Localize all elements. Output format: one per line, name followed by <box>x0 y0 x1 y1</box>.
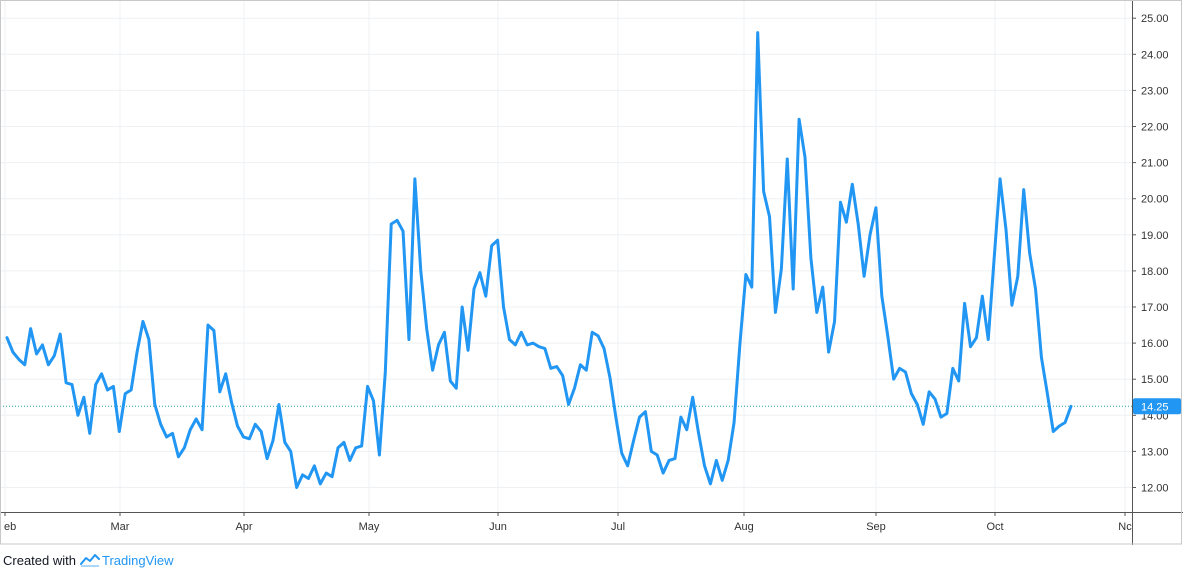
y-tick-label: 19.00 <box>1141 230 1169 242</box>
x-tick-label: Sep <box>866 521 886 533</box>
x-axis-labels: eb Mar Apr May Jun Jul Aug Sep Oct Nc <box>4 521 1132 533</box>
y-tick-label: 21.00 <box>1141 158 1169 170</box>
tradingview-link[interactable]: TradingView <box>101 552 174 568</box>
x-tick-label: Mar <box>111 521 130 533</box>
y-tick-label: 12.00 <box>1141 483 1169 495</box>
y-tick-label: 25.00 <box>1141 13 1169 25</box>
y-tick-label: 20.00 <box>1141 194 1169 206</box>
series-line <box>5 31 1073 489</box>
y-tick-label: 18.00 <box>1141 266 1169 278</box>
line-chart: 12.0013.0014.0015.0016.0017.0018.0019.00… <box>0 0 1183 545</box>
y-tick-label: 13.00 <box>1141 446 1169 458</box>
y-tick-label: 17.00 <box>1141 302 1169 314</box>
created-with-text: Created with <box>3 552 76 568</box>
x-tick-label: Oct <box>986 521 1003 533</box>
x-tick-label: Jul <box>611 521 625 533</box>
last-value-badge-group: 14.25 <box>1133 398 1181 415</box>
y-tick-label: 22.00 <box>1141 122 1169 134</box>
y-tick-label: 24.00 <box>1141 49 1169 61</box>
last-value-badge <box>1133 398 1181 415</box>
x-tick-label: May <box>359 521 380 533</box>
tradingview-logo-icon[interactable] <box>79 553 100 567</box>
x-tick-label: Nc <box>1118 521 1132 533</box>
x-tick-label: eb <box>4 521 16 533</box>
y-tick-label: 15.00 <box>1141 374 1169 386</box>
footer: Created with TradingView <box>3 550 174 570</box>
x-tick-label: Apr <box>235 521 252 533</box>
axes <box>0 0 1183 545</box>
x-tick-label: Jun <box>489 521 507 533</box>
y-tick-label: 16.00 <box>1141 338 1169 350</box>
x-tick-label: Aug <box>734 521 754 533</box>
grid-lines <box>0 0 1132 512</box>
series-layer <box>5 31 1073 489</box>
y-tick-label: 23.00 <box>1141 85 1169 97</box>
last-value-label: 14.25 <box>1141 401 1169 413</box>
chart-frame <box>0 0 1182 545</box>
